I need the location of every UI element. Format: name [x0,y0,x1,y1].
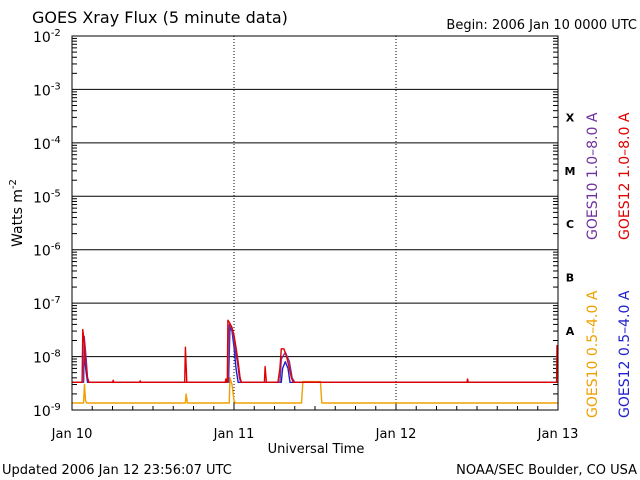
legend-upper-purple: GOES10 1.0–8.0 A [585,112,601,240]
y-tick-label: 10-4 [33,135,61,153]
footer-updated: Updated 2006 Jan 12 23:56:07 UTC [2,463,232,478]
chart-title: GOES Xray Flux (5 minute data) [32,8,288,27]
flare-class-label: C [566,218,574,231]
legend-lower-blue: GOES12 0.5–4.0 A [617,290,633,418]
y-tick-label: 10-6 [33,242,61,260]
begin-label: Begin: 2006 Jan 10 0000 UTC [446,18,637,33]
x-axis-label: Universal Time [268,442,365,457]
legend-upper-red: GOES12 1.0–8.0 A [617,112,633,240]
plot-frame-layer [71,35,559,411]
series-line [72,319,558,383]
plot-grid [71,35,559,411]
y-tick-label: 10-2 [33,28,61,46]
flare-class-label: B [566,272,574,285]
y-tick-label: 10-5 [33,188,61,206]
series-line [72,323,558,383]
y-tick-label: 10-8 [33,349,61,367]
plot-frame [71,35,559,411]
series-line [72,377,558,404]
x-tick-label: Jan 11 [213,427,255,442]
y-tick-label: 10-7 [33,295,61,313]
x-tick-labels: Jan 10 Jan 11 Jan 12 Jan 13 [51,427,579,442]
flare-class-labels: X M C B A [565,111,576,338]
series-layer [72,319,558,404]
flare-class-label: A [566,325,575,338]
y-tick-label: 10-9 [33,402,61,420]
y-axis-label: Watts m-2 [8,179,26,247]
x-tick-label: Jan 12 [375,427,417,442]
legend-lower-orange: GOES10 0.5–4.0 A [585,290,601,418]
y-tick-label: 10-3 [33,81,61,99]
flare-class-label: X [566,111,575,124]
x-tick-label: Jan 13 [537,427,579,442]
y-tick-labels: 10-2 10-3 10-4 10-5 10-6 10-7 10-8 10-9 [33,28,61,420]
series-line [72,326,558,383]
footer-credit: NOAA/SEC Boulder, CO USA [456,463,637,478]
x-tick-label: Jan 10 [51,427,93,442]
flare-class-label: M [565,165,576,178]
